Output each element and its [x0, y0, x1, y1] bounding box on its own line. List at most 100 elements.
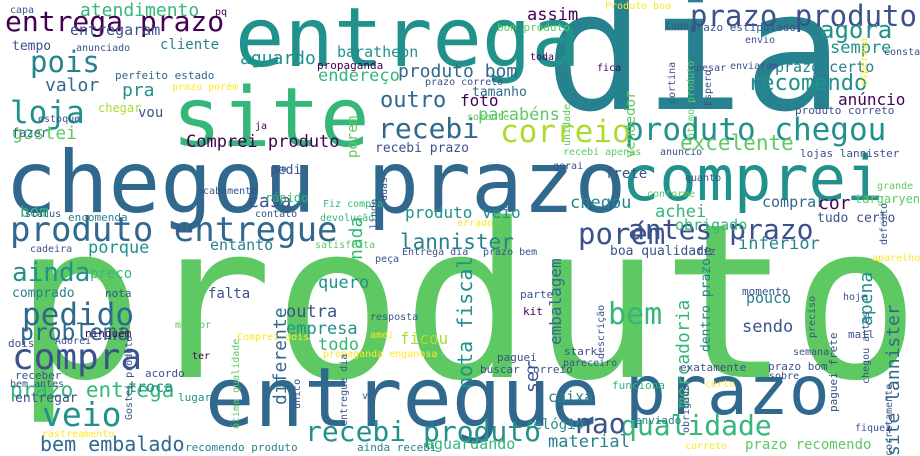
- word: prazo estipulado: [690, 21, 796, 34]
- word: acordo: [145, 367, 185, 380]
- word: chegou antes: [861, 311, 872, 384]
- word: recomendo produto: [185, 441, 298, 454]
- word: qualidade: [620, 409, 772, 442]
- word: obrigada: [681, 384, 692, 433]
- word: prazo entrega: [10, 378, 175, 402]
- word: tempo: [12, 39, 52, 54]
- word: produto chegou: [625, 112, 887, 148]
- word: loja: [10, 95, 85, 131]
- word: prazo correto: [425, 77, 504, 88]
- word: sempre: [830, 38, 892, 58]
- word: outro: [380, 88, 447, 113]
- word: propaganda: [317, 59, 384, 72]
- word: baratheon: [337, 43, 419, 61]
- word: produto bom: [398, 61, 518, 82]
- word: entrega: [235, 0, 581, 86]
- word: preço: [90, 266, 133, 282]
- word: material: [548, 432, 630, 452]
- word: valor: [45, 75, 100, 96]
- word: cortina: [667, 61, 678, 104]
- word: troca: [128, 378, 174, 396]
- word: parabéns: [478, 105, 560, 125]
- word: embalagem: [546, 258, 565, 345]
- word: propaganda enganosa: [323, 349, 438, 360]
- word: ótimo produto: [686, 60, 697, 139]
- word: dentro prazo: [699, 258, 714, 352]
- word: certo: [705, 379, 736, 390]
- word: bem: [608, 297, 663, 332]
- word: sendo: [742, 317, 794, 337]
- word: endereço: [318, 66, 400, 86]
- word: cliente: [160, 37, 220, 53]
- word: relógio: [525, 417, 585, 433]
- word: entregue dia: [339, 353, 350, 426]
- word: caixa: [548, 388, 594, 406]
- word: entregaram: [70, 21, 161, 39]
- word: foto: [460, 91, 499, 110]
- word: ótima qualidade: [231, 338, 242, 429]
- word: tudo certo: [817, 211, 896, 226]
- word: momento: [742, 285, 789, 298]
- word: kit: [523, 305, 543, 318]
- word: anunciado: [76, 43, 131, 54]
- word: casa: [248, 191, 292, 212]
- word: vc: [362, 391, 375, 402]
- word: atendimento: [80, 0, 200, 21]
- word: bom produto: [497, 21, 570, 34]
- word: aguardo: [240, 48, 316, 69]
- word: so: [275, 164, 288, 175]
- word: boa qualidade: [610, 244, 712, 259]
- word: paguei frete: [827, 332, 840, 412]
- word: parte: [520, 288, 554, 301]
- word: produto entregue: [10, 210, 338, 250]
- word: único: [292, 378, 303, 409]
- word: buscar correio: [480, 363, 573, 376]
- word: recomendo: [748, 71, 868, 96]
- word: obrigado: [675, 216, 748, 234]
- word: targaryen: [855, 192, 920, 206]
- word: contato: [255, 209, 298, 220]
- word: acabamento: [197, 186, 258, 197]
- word: grande: [877, 181, 914, 192]
- word: ficou: [400, 329, 449, 348]
- word: problema: [20, 320, 131, 346]
- word: falta: [208, 286, 251, 302]
- word: fazer: [12, 126, 49, 140]
- word: vou: [138, 105, 164, 121]
- word: empresa: [286, 319, 358, 339]
- word: gostei: [12, 123, 78, 144]
- word: ja: [255, 121, 268, 132]
- word: nao: [575, 407, 626, 440]
- word: aguardando: [425, 435, 516, 453]
- word: fica: [597, 63, 622, 74]
- word: pois: [30, 45, 100, 79]
- word: produto: [14, 177, 920, 428]
- word: nota fiscal: [453, 256, 477, 389]
- word: correto: [685, 441, 728, 452]
- word: diz: [175, 223, 194, 234]
- word: resposta: [370, 312, 419, 323]
- word: gerai: [553, 161, 584, 172]
- word: Gostei produto: [124, 335, 135, 420]
- word: porem: [345, 115, 361, 158]
- word: Comprei produto: [186, 132, 340, 152]
- word: excelente: [680, 131, 794, 155]
- word: pedido: [22, 297, 134, 333]
- word: somente: [467, 112, 510, 123]
- word: cor: [818, 193, 851, 214]
- word: peça: [375, 254, 400, 265]
- word: rastreamento: [42, 429, 115, 440]
- word: anúncio: [838, 90, 906, 109]
- word: encomenda: [68, 211, 128, 224]
- word: perfeito estado: [115, 69, 215, 82]
- word: dois: [8, 337, 35, 350]
- word: enviado: [635, 414, 682, 427]
- word: pra: [122, 80, 155, 101]
- word: bem antes: [10, 379, 65, 390]
- word: cadeira: [30, 244, 73, 255]
- word: prazo recomendo: [745, 437, 872, 453]
- word: Comprei dois: [237, 332, 310, 343]
- word: ninguém: [85, 327, 132, 340]
- word: pq: [215, 7, 228, 18]
